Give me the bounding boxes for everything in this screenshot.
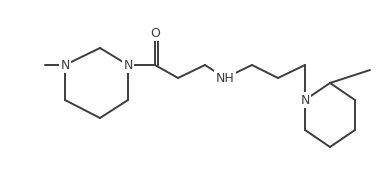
Text: O: O bbox=[150, 27, 160, 40]
Text: N: N bbox=[60, 58, 70, 71]
Text: N: N bbox=[300, 94, 310, 107]
Text: NH: NH bbox=[216, 71, 235, 84]
Text: N: N bbox=[123, 58, 133, 71]
